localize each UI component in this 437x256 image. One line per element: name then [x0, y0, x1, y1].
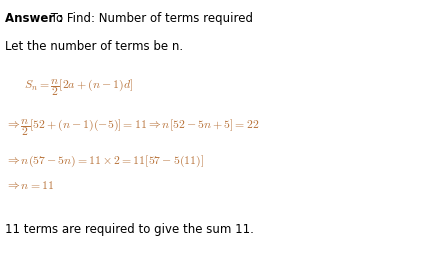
Text: Let the number of terms be n.: Let the number of terms be n. [5, 40, 184, 53]
Text: To Find: Number of terms required: To Find: Number of terms required [47, 12, 253, 25]
Text: $\Rightarrow n(57 - 5n) = 11 \times 2 = 11[57 - 5(11)]$: $\Rightarrow n(57 - 5n) = 11 \times 2 = … [5, 154, 204, 169]
Text: $\Rightarrow n = 11$: $\Rightarrow n = 11$ [5, 179, 55, 192]
Text: 11 terms are required to give the sum 11.: 11 terms are required to give the sum 11… [5, 223, 254, 236]
Text: $S_n = \dfrac{n}{2}[2a + (n-1)d]$: $S_n = \dfrac{n}{2}[2a + (n-1)d]$ [24, 77, 133, 98]
Text: $\Rightarrow \dfrac{n}{2}[52 + (n-1)(-5)] = 11{\Rightarrow}n[52 - 5n + 5] = 22$: $\Rightarrow \dfrac{n}{2}[52 + (n-1)(-5)… [5, 118, 260, 138]
Text: Answer :: Answer : [5, 12, 63, 25]
